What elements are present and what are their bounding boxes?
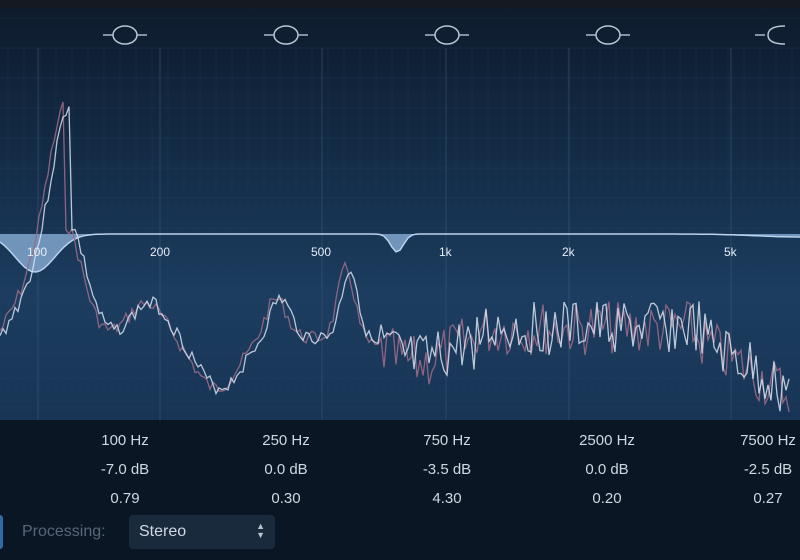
band-4-gain[interactable]: 0.0 dB [585, 461, 629, 478]
band-2-freq[interactable]: 250 Hz [262, 432, 310, 449]
freq-label-500: 500 [311, 245, 332, 259]
band-2-q[interactable]: 0.30 [271, 490, 301, 507]
band-1-freq[interactable]: 100 Hz [101, 432, 149, 449]
band-1-params[interactable]: 100 Hz -7.0 dB 0.79 [65, 426, 185, 513]
band-1-gain[interactable]: -7.0 dB [100, 461, 150, 478]
freq-label-2k: 2k [562, 245, 575, 259]
band-2-filter-icon[interactable] [273, 25, 299, 45]
band-2-params[interactable]: 250 Hz 0.0 dB 0.30 [226, 426, 346, 513]
processing-label: Processing: [22, 523, 106, 540]
band-3-gain[interactable]: -3.5 dB [422, 461, 472, 478]
freq-label-5k: 5k [724, 245, 737, 259]
band-4-params[interactable]: 2500 Hz 0.0 dB 0.20 [547, 426, 667, 513]
band-5-q[interactable]: 0.27 [753, 490, 783, 507]
spectrum-right-line [0, 101, 790, 413]
eq-curve-fill [0, 234, 800, 272]
spectrum-left-line [0, 106, 790, 412]
band-5-high-shelf-icon[interactable] [767, 25, 786, 45]
freq-label-1k: 1k [439, 245, 452, 259]
band-4-q[interactable]: 0.20 [592, 490, 622, 507]
band-5-freq[interactable]: 7500 Hz [740, 432, 796, 449]
band-5-gain[interactable]: -2.5 dB [743, 461, 793, 478]
band-4-freq[interactable]: 2500 Hz [579, 432, 635, 449]
left-button-edge[interactable] [0, 515, 3, 549]
eq-curve-line [0, 233, 800, 273]
freq-label-100: 100 [27, 245, 48, 259]
band-5-params[interactable]: 7500 Hz -2.5 dB 0.27 [708, 426, 800, 513]
band-4-filter-icon[interactable] [595, 25, 621, 45]
band-3-params[interactable]: 750 Hz -3.5 dB 4.30 [387, 426, 507, 513]
band-2-gain[interactable]: 0.0 dB [264, 461, 308, 478]
eq-graph[interactable]: 100 200 500 1k 2k 5k [0, 8, 800, 420]
band-3-filter-icon[interactable] [434, 25, 460, 45]
processing-select[interactable]: Stereo ▲ ▼ [129, 515, 275, 549]
bottom-bar: Processing: Stereo ▲ ▼ [0, 510, 800, 560]
processing-value: Stereo [139, 523, 187, 540]
band-3-q[interactable]: 4.30 [432, 490, 462, 507]
band-3-freq[interactable]: 750 Hz [423, 432, 471, 449]
updown-arrows-icon: ▲ ▼ [256, 521, 265, 540]
band-1-filter-icon[interactable] [112, 25, 138, 45]
eq-graph-canvas[interactable] [0, 8, 800, 420]
band-1-q[interactable]: 0.79 [110, 490, 140, 507]
freq-label-200: 200 [150, 245, 171, 259]
